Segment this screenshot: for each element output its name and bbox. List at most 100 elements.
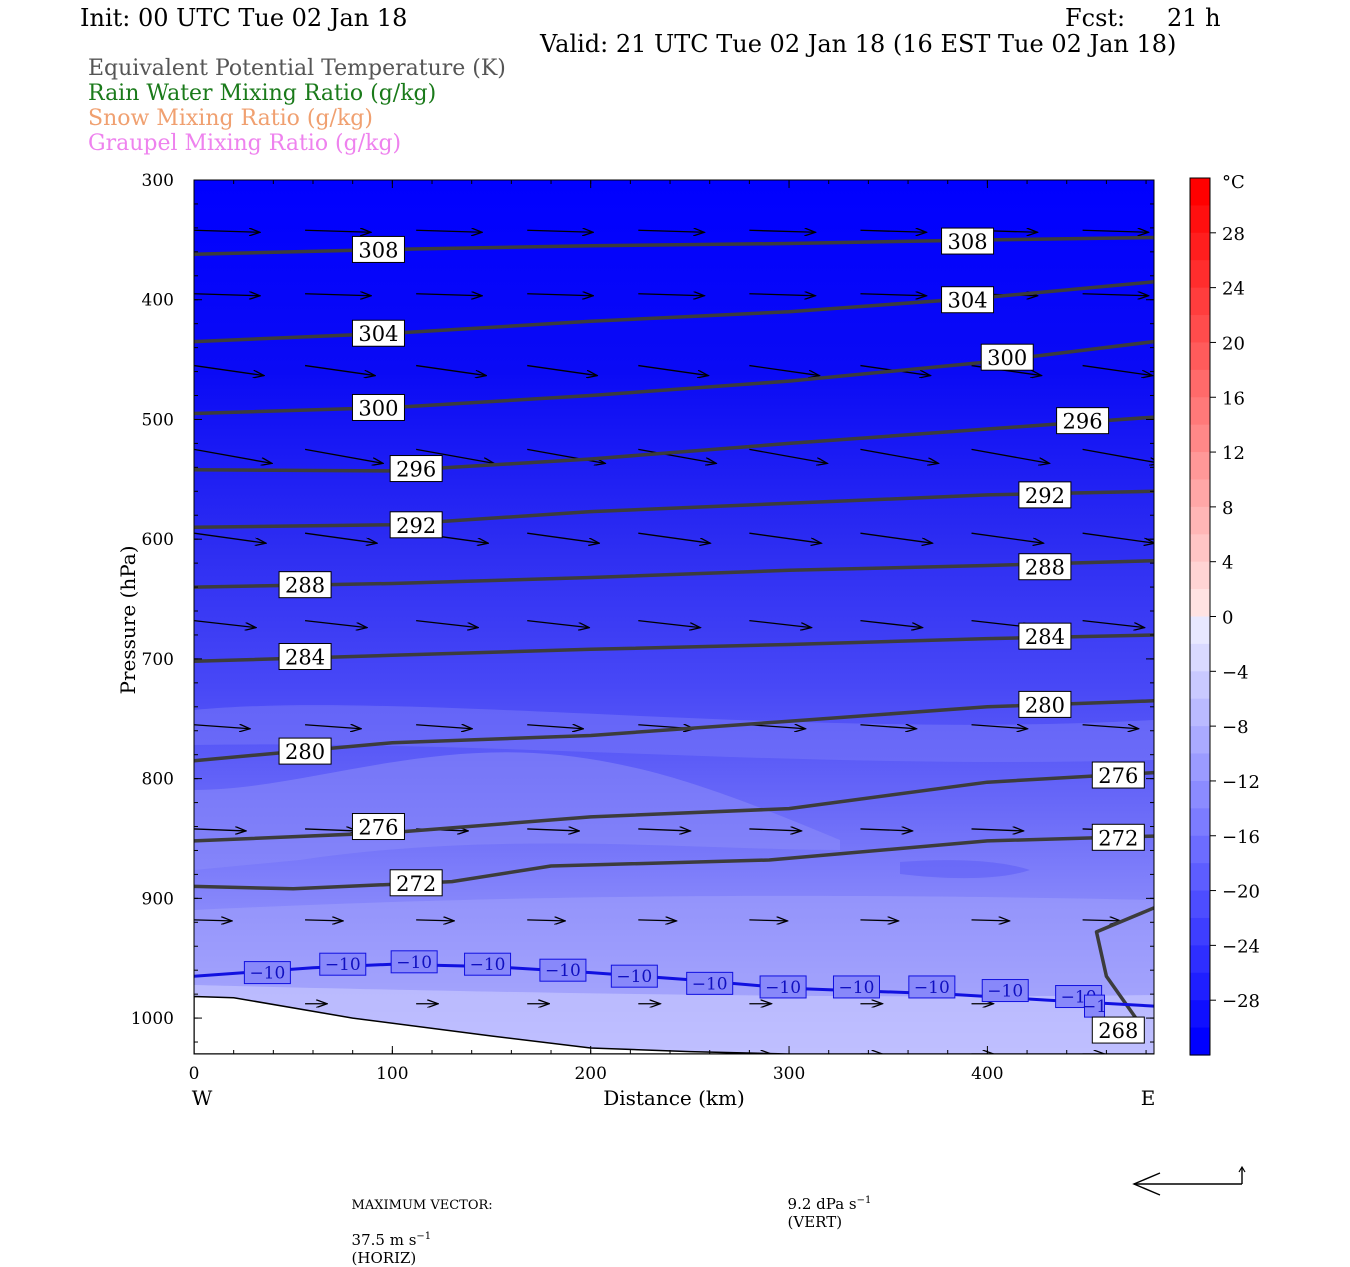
wind-vector: [1082, 920, 1121, 921]
wind-vector: [638, 532, 710, 543]
wind-vector: [305, 230, 371, 232]
shading-band: [194, 752, 840, 870]
wind-vector: [971, 829, 1024, 831]
max-vector-horiz-unit: (HORIZ): [351, 1249, 417, 1267]
wind-vector: [749, 230, 815, 232]
contour-label-box: [1018, 622, 1072, 650]
shading-band: [194, 705, 1154, 763]
max-vector-arrow-icon: [1132, 1165, 1246, 1196]
legend-graupel: Graupel Mixing Ratio (g/kg): [88, 131, 402, 156]
contour-label: 300: [987, 346, 1027, 370]
contour-label: 280: [1025, 693, 1065, 717]
max-vector-vert-unit: (VERT): [787, 1213, 843, 1231]
x-axis-right-end-label: E: [1141, 1086, 1156, 1110]
colorbar-segment: [1190, 260, 1210, 289]
wind-vector: [860, 294, 926, 296]
contour-label: 304: [358, 322, 398, 346]
wind-vector: [194, 725, 250, 729]
wind-vector: [1082, 448, 1154, 463]
colorbar-tick-label: 4: [1222, 553, 1233, 574]
valid-time: Valid: 21 UTC Tue 02 Jan 18 (16 EST Tue …: [540, 30, 1177, 58]
wind-vector: [860, 725, 916, 729]
contour-label: 288: [285, 574, 325, 598]
contour-label: 268: [1098, 1019, 1138, 1043]
axis-ticks: [193, 179, 1154, 1054]
wind-vector: [749, 448, 827, 463]
forecast-label: Fcst:: [1065, 4, 1126, 32]
colorbar-tick-label: −12: [1222, 772, 1260, 793]
wind-vector: [971, 725, 1028, 729]
terrain: [194, 995, 1154, 1054]
wind-vector: [1082, 619, 1145, 628]
max-vector-vert-footer: 9.2 dPa s−1 (VERT): [778, 1177, 872, 1231]
contour-label: 276: [358, 816, 398, 840]
theta-e-contour-284: [194, 633, 1154, 664]
theta-e-contour-268: [1094, 906, 1154, 1026]
y-tick-label: 800: [142, 770, 174, 790]
colorbar-unit: °C: [1222, 172, 1245, 193]
wind-vector: [527, 532, 599, 543]
colorbar-segment: [1190, 863, 1210, 892]
wind-vector: [305, 920, 343, 921]
isotherm-label-box: [539, 958, 587, 982]
colorbar-segment: [1190, 452, 1210, 481]
colorbar-tick-label: −4: [1222, 662, 1249, 683]
isotherm-label: −10: [914, 978, 950, 998]
contour-label: 308: [948, 230, 988, 254]
contour-label-box: [278, 643, 332, 671]
colorbar-segment: [1190, 972, 1210, 1001]
wind-vector: [638, 448, 716, 463]
contour-label-box: [351, 813, 405, 841]
isotherm-contour: −10 −10 −10 −10 −10 −10 −10 −10 −10 −10 −10 −10−1: [194, 950, 1154, 1018]
horiz-exponent: −1: [416, 1231, 432, 1242]
wind-vector: [638, 364, 708, 376]
wind-vector: [304, 448, 383, 463]
colorbar-segment: [1190, 808, 1210, 837]
isotherm-label-box: [464, 952, 512, 976]
wind-vector: [194, 448, 272, 463]
contour-label-box: [980, 343, 1034, 371]
legend-snow: Snow Mixing Ratio (g/kg): [88, 106, 373, 131]
axis-tick-labels: 0 100 200 300 400 300 400 500 600 700 800 900 1000: [131, 171, 1004, 1084]
contour-label: 272: [396, 872, 436, 896]
colorbar-segment: [1190, 479, 1210, 508]
contour-labels: 308 308 304 304 300 300 296 296 292 292 288 288 284 2…: [278, 227, 1145, 1044]
contour-label: 292: [396, 514, 436, 538]
vert-exponent: −1: [856, 1195, 872, 1206]
wind-vector: [527, 829, 579, 831]
max-vector-label: MAXIMUM VECTOR:: [351, 1198, 493, 1213]
wind-vector: [749, 532, 821, 543]
colorbar-segment: [1190, 945, 1210, 974]
wind-vector: [305, 725, 361, 729]
cross-section-chart: −10 −10 −10 −10 −10 −10 −10 −10 −10 −10 −10 −10−1 3…: [116, 171, 1260, 1196]
wind-vector: [527, 920, 565, 921]
y-tick-label: 900: [142, 889, 174, 909]
x-tick-label: 400: [971, 1064, 1003, 1084]
wind-vector: [860, 829, 912, 831]
wind-vector: [638, 619, 700, 628]
wind-vector: [749, 725, 805, 729]
isotherm-label: −1: [1082, 997, 1107, 1017]
y-tick-label: 500: [142, 410, 174, 430]
colorbar-segment: [1190, 369, 1210, 398]
wind-vector: [1082, 294, 1149, 296]
contour-label: 280: [285, 740, 325, 764]
wind-vector: [194, 364, 264, 376]
isotherm-label-box: [981, 979, 1029, 1003]
forecast-hours: 21 h: [1167, 4, 1221, 32]
wind-vector: [416, 294, 482, 296]
contour-label-box: [351, 319, 405, 347]
colorbar-segment: [1190, 780, 1210, 809]
wind-vector: [1082, 230, 1149, 232]
isotherm-label-box: [243, 961, 291, 985]
colorbar-segment: [1190, 506, 1210, 535]
colorbar-segment: [1190, 616, 1210, 645]
y-tick-label: 600: [142, 530, 174, 550]
max-vector-footer: MAXIMUM VECTOR: 37.5 m s−1 (HORIZ): [342, 1177, 493, 1267]
contour-label-box: [278, 571, 332, 599]
colorbar-segment: [1190, 671, 1210, 700]
wind-vector: [860, 448, 938, 463]
wind-vector: [416, 725, 472, 729]
colorbar-segment: [1190, 890, 1210, 919]
wind-vector: [860, 532, 932, 543]
